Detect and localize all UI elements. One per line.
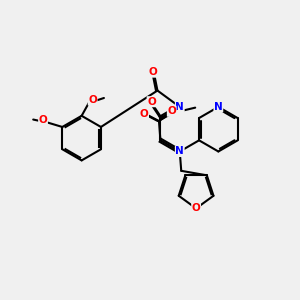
Text: N: N [214, 102, 223, 112]
Text: O: O [39, 115, 47, 125]
Text: N: N [176, 102, 184, 112]
Text: O: O [140, 109, 148, 118]
Text: O: O [167, 106, 176, 116]
Text: N: N [176, 146, 184, 157]
Text: O: O [88, 95, 97, 105]
Text: O: O [192, 203, 200, 213]
Text: O: O [148, 67, 158, 77]
Text: O: O [147, 97, 156, 107]
